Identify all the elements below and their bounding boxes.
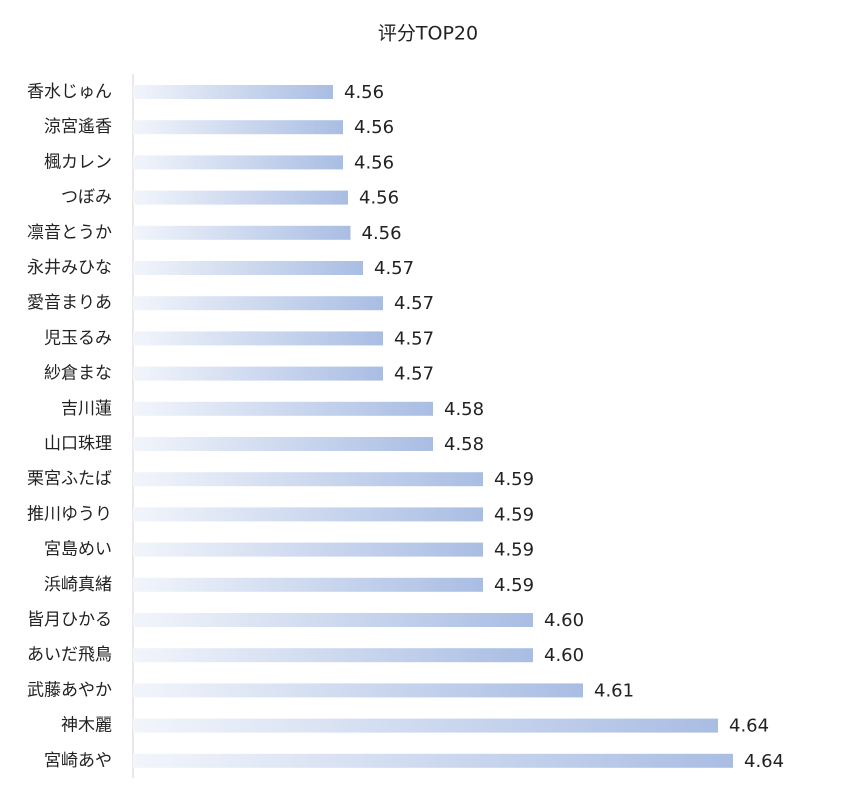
bar xyxy=(133,613,533,627)
y-tick-label: 凛音とうか xyxy=(27,223,112,243)
y-tick-label: 吉川蓮 xyxy=(61,399,112,419)
value-label: 4.56 xyxy=(354,152,394,173)
y-tick-label: 楓カレン xyxy=(44,152,112,172)
y-tick-label: 栗宮ふたば xyxy=(27,469,112,489)
chart-title: 评分TOP20 xyxy=(378,23,478,45)
value-label: 4.59 xyxy=(494,575,534,596)
y-tick-label: あいだ飛鳥 xyxy=(27,645,112,665)
bar xyxy=(133,190,348,205)
value-label: 4.56 xyxy=(359,188,399,209)
value-label: 4.59 xyxy=(494,469,534,490)
y-tick-label: 浜崎真緒 xyxy=(44,575,112,595)
y-tick-label: 神木麗 xyxy=(61,716,112,736)
y-tick-label: 涼宮遙香 xyxy=(44,117,112,137)
y-tick-label: 武藤あやか xyxy=(27,680,112,700)
y-tick-label: 香水じゅん xyxy=(27,82,112,102)
bar xyxy=(133,85,333,99)
bar xyxy=(133,401,433,416)
bar xyxy=(133,542,483,557)
y-tick-label: 児玉るみ xyxy=(44,328,112,348)
y-tick-label: 推川ゆうり xyxy=(27,504,112,524)
value-label: 4.57 xyxy=(394,364,434,385)
bar xyxy=(133,437,433,451)
bar xyxy=(133,366,383,381)
value-label: 4.59 xyxy=(494,504,534,525)
bar xyxy=(133,296,383,311)
value-label: 4.64 xyxy=(744,751,784,772)
value-label: 4.64 xyxy=(729,716,769,737)
bar xyxy=(133,577,483,592)
y-tick-label: 宮崎あや xyxy=(44,751,112,771)
bar xyxy=(133,472,483,487)
value-label: 4.59 xyxy=(494,540,534,561)
y-tick-label: 皆月ひかる xyxy=(27,610,112,630)
value-label: 4.57 xyxy=(394,293,434,314)
value-label: 4.57 xyxy=(374,258,414,279)
y-tick-label: 紗倉まな xyxy=(44,364,112,384)
bar xyxy=(133,753,733,768)
y-tick-label: 山口珠理 xyxy=(44,434,112,454)
bar xyxy=(133,331,383,346)
bar xyxy=(133,648,533,663)
bar xyxy=(133,718,718,733)
bar xyxy=(133,225,351,240)
value-label: 4.56 xyxy=(362,223,402,244)
y-tick-label: 愛音まりあ xyxy=(27,293,112,313)
value-label: 4.57 xyxy=(394,328,434,349)
value-label: 4.60 xyxy=(544,610,584,631)
bar xyxy=(133,155,343,170)
value-label: 4.58 xyxy=(444,399,484,420)
value-label: 4.56 xyxy=(344,82,384,103)
bar xyxy=(133,507,483,522)
bar xyxy=(133,120,343,135)
y-tick-label: 宮島めい xyxy=(44,540,112,560)
value-label: 4.58 xyxy=(444,434,484,455)
y-tick-label: 永井みひな xyxy=(27,258,112,278)
value-label: 4.60 xyxy=(544,645,584,666)
bar xyxy=(133,683,583,698)
value-label: 4.61 xyxy=(594,680,634,701)
value-label: 4.56 xyxy=(354,117,394,138)
y-tick-label: つぼみ xyxy=(61,188,112,208)
bar xyxy=(133,261,363,275)
